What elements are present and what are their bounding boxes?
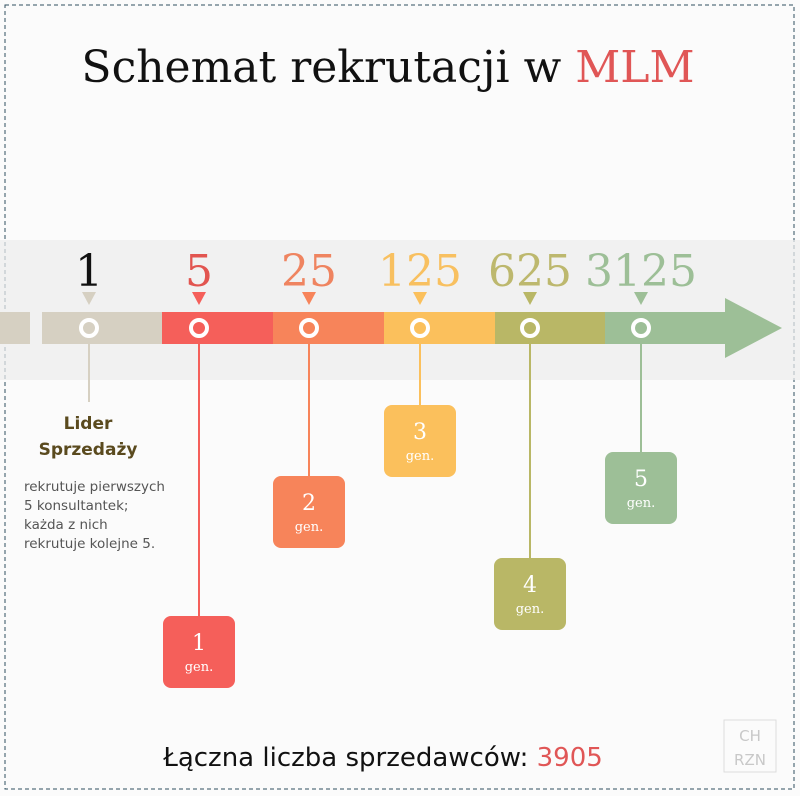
bar-segment (384, 312, 496, 344)
watermark-box (723, 719, 777, 773)
bar-segment (162, 312, 274, 344)
pointer (413, 292, 427, 305)
pointer (82, 292, 96, 305)
generation-box (494, 558, 566, 630)
pointer (523, 292, 537, 305)
node (189, 318, 209, 338)
stage-count: 3125 (585, 246, 697, 297)
total-value: 3905 (537, 743, 603, 773)
watermark-text: CH (739, 727, 761, 745)
title-text: Schemat rekrutacji w (81, 42, 561, 93)
leader-description: rekrutuje pierwszych (24, 479, 165, 495)
node (79, 318, 99, 338)
title-highlight: MLM (575, 42, 694, 93)
stage-count: 1 (75, 246, 103, 297)
leader-label: Sprzedaży (39, 440, 138, 460)
total: Łączna liczba sprzedawców: 3905 (162, 743, 603, 773)
node (631, 318, 651, 338)
bar-segment (605, 312, 726, 344)
generation-number: 1 (192, 631, 206, 656)
node (520, 318, 540, 338)
stage-count: 625 (488, 246, 572, 297)
generation-box (163, 616, 235, 688)
bar-segment (42, 312, 163, 344)
generation-box (605, 452, 677, 524)
generation-number: 4 (523, 573, 537, 598)
leader-description: każda z nich (24, 517, 108, 533)
generation-label: gen. (627, 496, 656, 511)
generation-number: 2 (302, 491, 316, 516)
node (410, 318, 430, 338)
generation-box (273, 476, 345, 548)
generation-number: 3 (413, 420, 427, 445)
arrow-head (725, 298, 782, 358)
band (0, 240, 800, 380)
generation-number: 5 (634, 467, 648, 492)
stage-count: 125 (378, 246, 462, 297)
generation-label: gen. (295, 520, 324, 535)
title: Schemat rekrutacji w MLM (81, 42, 694, 93)
leader-description: rekrutuje kolejne 5. (24, 536, 155, 552)
bar-stub (0, 312, 30, 344)
leader-description: 5 konsultantek; (24, 498, 128, 514)
pointer (634, 292, 648, 305)
generation-label: gen. (185, 660, 214, 675)
bar-segment (273, 312, 385, 344)
bar-segment (495, 312, 606, 344)
leader-label: Lider (64, 414, 113, 434)
generation-box (384, 405, 456, 477)
watermark-text: RZN (734, 751, 766, 769)
total-label: Łączna liczba sprzedawców: (162, 743, 528, 773)
generation-label: gen. (516, 602, 545, 617)
stage-count: 25 (281, 246, 337, 297)
generation-label: gen. (406, 449, 435, 464)
node (299, 318, 319, 338)
stage-count: 5 (185, 246, 213, 297)
watermark (723, 719, 777, 773)
pointer (192, 292, 206, 305)
pointer (302, 292, 316, 305)
border (4, 4, 795, 790)
